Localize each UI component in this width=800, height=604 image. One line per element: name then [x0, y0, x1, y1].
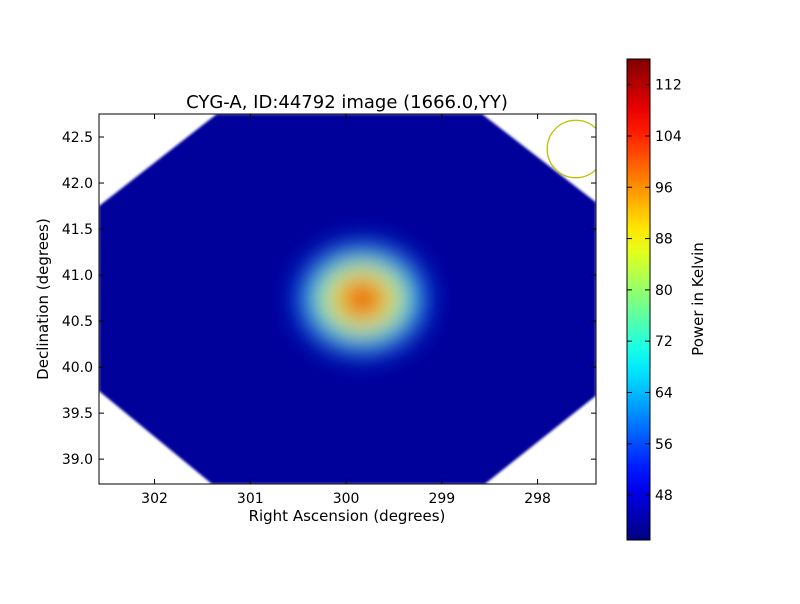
colorbar-gradient [626, 58, 651, 541]
plot-frame [98, 113, 597, 485]
x-axis-label: Right Ascension (degrees) [249, 507, 446, 525]
y-tick-label: 42.0 [62, 176, 93, 192]
x-tick-label: 301 [237, 491, 264, 507]
y-tick-label: 41.0 [62, 268, 93, 284]
y-tick-label: 39.0 [62, 452, 93, 468]
y-tick-label: 41.5 [62, 222, 93, 238]
colorbar-label: Power in Kelvin [689, 242, 707, 356]
colorbar-tick-label: 64 [655, 385, 673, 401]
y-tick-label: 40.0 [62, 360, 93, 376]
y-axis: 39.0 39.5 40.0 40.5 41.0 41.5 42.0 42.5 [62, 130, 596, 468]
beam-marker-circle [546, 119, 596, 179]
x-tick-label: 298 [524, 491, 551, 507]
colorbar-tick-label: 56 [655, 437, 673, 453]
x-axis: 302 301 300 299 298 [141, 114, 551, 507]
x-tick-label: 300 [333, 491, 360, 507]
colorbar-tick-label: 96 [655, 180, 673, 196]
x-tick-label: 299 [428, 491, 455, 507]
colorbar-tick-label: 112 [655, 78, 682, 94]
colorbar-tick-label: 88 [655, 232, 673, 248]
y-tick-label: 39.5 [62, 406, 93, 422]
colorbar-tick-label: 104 [655, 129, 682, 145]
colorbar-tick-label: 48 [655, 488, 673, 504]
colorbar: 48 56 64 72 80 88 96 104 112 [626, 58, 682, 541]
plot-area [98, 113, 597, 485]
colorbar-tick-label: 72 [655, 334, 673, 350]
colorbar-tick-label: 80 [655, 283, 673, 299]
y-tick-label: 42.5 [62, 130, 93, 146]
y-tick-label: 40.5 [62, 314, 93, 330]
source-emission [292, 239, 433, 359]
chart-title: CYG-A, ID:44792 image (1666.0,YY) [186, 92, 508, 113]
y-axis-label: Declination (degrees) [34, 218, 52, 380]
x-tick-label: 302 [141, 491, 168, 507]
